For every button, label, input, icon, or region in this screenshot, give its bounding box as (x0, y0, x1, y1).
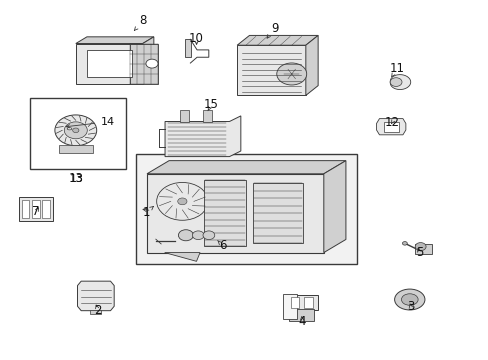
Bar (304, 297, 312, 308)
Circle shape (156, 183, 207, 220)
Bar (253, 183, 302, 243)
Circle shape (64, 122, 87, 139)
Circle shape (402, 242, 407, 245)
Bar (22, 200, 29, 218)
Circle shape (178, 230, 193, 241)
Text: 15: 15 (203, 98, 218, 111)
Polygon shape (376, 118, 405, 135)
Bar (32, 200, 40, 218)
Ellipse shape (67, 128, 72, 130)
Polygon shape (87, 50, 131, 77)
Polygon shape (76, 37, 154, 44)
Text: 3: 3 (406, 300, 414, 313)
Bar (42, 200, 50, 218)
Ellipse shape (394, 289, 424, 310)
Polygon shape (147, 161, 345, 174)
Circle shape (389, 78, 401, 86)
Circle shape (145, 59, 158, 68)
Circle shape (414, 243, 425, 251)
Bar (282, 294, 296, 319)
Polygon shape (77, 281, 114, 311)
Circle shape (55, 115, 97, 146)
Bar (203, 110, 212, 122)
Text: 5: 5 (415, 246, 423, 259)
Text: 14: 14 (101, 117, 114, 127)
Bar (185, 39, 191, 57)
Polygon shape (237, 35, 318, 45)
Polygon shape (164, 253, 200, 261)
Text: 1: 1 (142, 206, 150, 219)
Bar (129, 44, 157, 84)
Circle shape (177, 198, 186, 205)
Bar (136, 154, 356, 264)
Text: 13: 13 (68, 172, 83, 185)
Text: 12: 12 (384, 116, 399, 129)
Bar (180, 110, 189, 122)
Bar (19, 197, 53, 220)
Bar (414, 244, 431, 254)
Bar (288, 309, 314, 321)
Polygon shape (237, 45, 305, 95)
Text: 8: 8 (139, 14, 146, 27)
Ellipse shape (401, 294, 417, 305)
Circle shape (192, 231, 204, 239)
Text: 13: 13 (70, 174, 83, 184)
Polygon shape (383, 122, 398, 131)
Bar (59, 145, 92, 153)
Bar (30, 98, 125, 169)
Bar (285, 294, 317, 310)
Bar (147, 174, 323, 253)
Polygon shape (142, 37, 154, 84)
Polygon shape (323, 161, 345, 253)
Circle shape (276, 63, 306, 85)
Text: 6: 6 (218, 239, 226, 252)
Polygon shape (164, 116, 240, 157)
Text: 9: 9 (270, 22, 278, 35)
Text: 2: 2 (94, 304, 102, 317)
Text: 10: 10 (189, 32, 203, 45)
Bar (90, 310, 101, 314)
Circle shape (203, 231, 214, 239)
Polygon shape (305, 35, 318, 95)
Text: 4: 4 (298, 315, 305, 328)
Text: 7: 7 (32, 205, 40, 218)
Bar (290, 297, 299, 308)
Bar (203, 180, 245, 246)
Text: 11: 11 (389, 62, 404, 75)
Circle shape (73, 128, 79, 132)
Polygon shape (76, 44, 142, 84)
Polygon shape (389, 75, 410, 90)
